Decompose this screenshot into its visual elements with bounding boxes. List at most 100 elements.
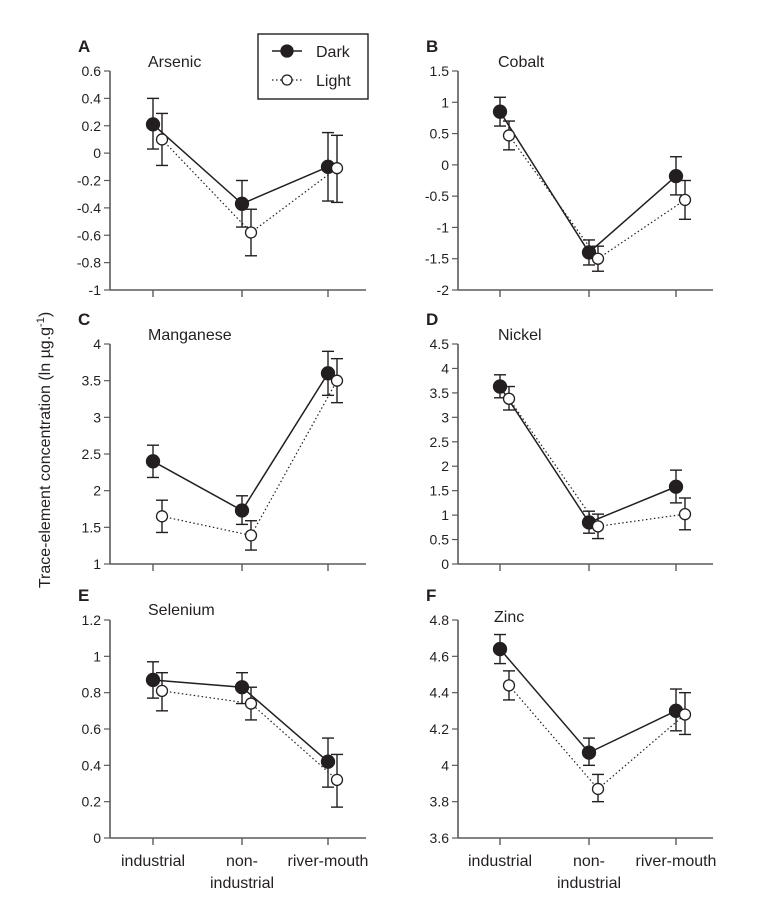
y-tick-label: 4.2	[430, 721, 450, 737]
y-tick-label: 0.5	[430, 126, 450, 142]
data-point-light	[330, 773, 344, 787]
panel-title: Arsenic	[148, 54, 201, 71]
data-point-light	[330, 162, 344, 175]
x-tick-label: industrial	[121, 853, 185, 870]
series-light	[155, 671, 344, 808]
y-tick-label: 4.5	[430, 336, 450, 352]
data-point-dark	[581, 745, 597, 760]
y-tick-label: 1	[93, 556, 101, 572]
data-point-dark	[234, 196, 250, 211]
y-tick-label: -0.8	[77, 255, 101, 271]
panel-title: Manganese	[148, 327, 232, 344]
y-tick-label: 0.2	[82, 794, 102, 810]
y-tick-label: -1.5	[425, 251, 449, 267]
panel-title: Selenium	[148, 602, 215, 619]
y-tick-label: 4.6	[430, 648, 450, 664]
panel-letter: A	[78, 37, 90, 56]
panel-zinc: F Zinc 4.8 4.6 4.4 4.2 4 3.8 3.6 industrial non-in…	[426, 586, 716, 892]
y-tick-label: -1	[437, 219, 450, 235]
y-tick-label: 2	[441, 458, 449, 474]
panel-nickel: D Nickel 4.5 4 3.5 3 2.5 2 1.5 1 0.5 0	[426, 310, 713, 572]
y-tick-label: 2	[93, 483, 101, 499]
series-light	[155, 112, 344, 257]
y-tick-label: 0.6	[82, 63, 102, 79]
y-axis-label: Trace-element concentration (ln µg.g-1)	[35, 312, 54, 588]
series-line	[161, 139, 338, 234]
y-tick-label: 4	[93, 336, 101, 352]
data-point-dark	[668, 479, 684, 494]
y-tick-label: 0.2	[82, 118, 102, 134]
series-line	[508, 398, 686, 528]
legend: Dark Light	[257, 33, 369, 100]
y-tick-label: 4	[441, 360, 449, 376]
series-dark	[145, 661, 336, 788]
y-tick-label: -0.6	[77, 227, 101, 243]
y-tick-label: 4.8	[430, 612, 450, 628]
y-tick-label: 0.6	[82, 721, 102, 737]
y-tick-label: 3.5	[82, 373, 102, 389]
data-point-dark	[234, 503, 250, 518]
series-light	[502, 385, 692, 540]
series-dark	[145, 97, 336, 228]
series-dark	[145, 350, 336, 526]
y-tick-label: 0	[441, 556, 449, 572]
x-tick-label: non-	[573, 853, 605, 870]
data-point-light	[244, 697, 258, 710]
y-tick-label: 3.6	[430, 830, 450, 846]
y-tick-label: 4	[441, 757, 449, 773]
x-tick-label: river-mouth	[288, 853, 369, 870]
data-point-light	[591, 782, 605, 796]
data-point-dark	[668, 168, 684, 184]
y-tick-label: 1.5	[430, 63, 450, 79]
panel-cobalt: B Cobalt 1.5 1 0.5 0 -0.5 -1 -1.5 -2	[425, 37, 713, 298]
y-tick-label: -0.2	[77, 173, 101, 189]
y-tick-label: -0.4	[77, 200, 101, 216]
legend-marker-light	[281, 74, 293, 86]
data-point-light	[591, 252, 605, 265]
data-point-light	[155, 510, 169, 523]
panel-letter: E	[78, 586, 89, 605]
y-tick-label: -2	[437, 282, 450, 298]
data-point-light	[244, 226, 258, 239]
legend-box	[257, 33, 369, 100]
series-dark	[492, 633, 684, 767]
legend-label: Light	[316, 73, 351, 90]
x-tick-label: river-mouth	[636, 853, 717, 870]
y-tick-label: 0.8	[82, 685, 102, 701]
panel-letter: D	[426, 310, 438, 329]
y-tick-label: 0	[93, 830, 101, 846]
data-point-light	[502, 392, 516, 405]
panel-title: Nickel	[498, 327, 542, 344]
y-tick-label: 1	[93, 648, 101, 664]
x-tick-label: industrial	[468, 853, 532, 870]
y-tick-label: 0	[93, 145, 101, 161]
y-tick-label: 2.5	[430, 434, 450, 450]
series-dark	[492, 96, 684, 266]
data-point-dark	[145, 454, 161, 469]
panel-title: Cobalt	[498, 54, 545, 71]
data-point-light	[155, 133, 169, 146]
series-light	[155, 357, 344, 551]
data-point-dark	[320, 366, 336, 381]
panel-letter: F	[426, 586, 436, 605]
y-tick-label: 1.5	[430, 483, 450, 499]
y-tick-label: -1	[89, 282, 102, 298]
data-point-light	[244, 529, 258, 542]
data-point-dark	[492, 104, 508, 119]
series-line	[499, 648, 677, 754]
series-line	[161, 380, 338, 537]
y-tick-label: 1.5	[82, 519, 102, 535]
panel-manganese: C Manganese 4 3.5 3 2.5 2 1.5 1	[78, 310, 366, 572]
panel-arsenic: A Arsenic 0.6 0.4 0.2 0 -0.2 -0.4 -0.6 -0.8 -1	[77, 37, 366, 298]
y-axis-label-superscript: -1	[35, 317, 47, 327]
y-tick-label: 3.8	[430, 794, 450, 810]
series-dark	[492, 374, 684, 534]
data-point-light	[678, 708, 692, 721]
y-tick-label: 1	[441, 94, 449, 110]
y-tick-label: 1	[441, 507, 449, 523]
x-tick-label: non-	[226, 853, 258, 870]
y-tick-label: 4.4	[430, 685, 450, 701]
y-tick-label: 0.5	[430, 532, 450, 548]
series-light	[502, 120, 692, 272]
